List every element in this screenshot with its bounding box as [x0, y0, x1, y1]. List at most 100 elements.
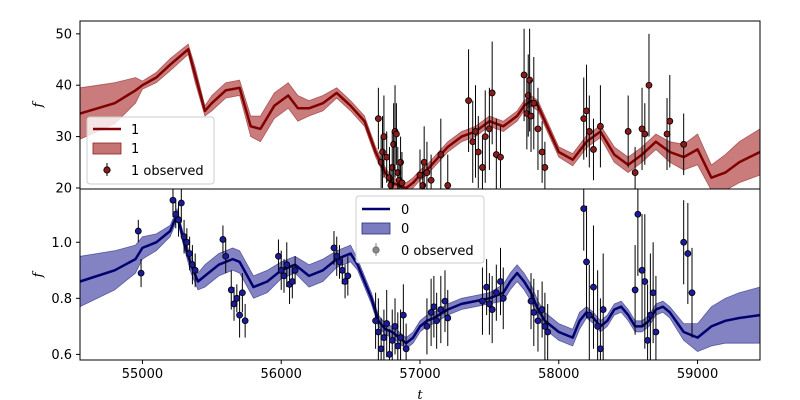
observed-point-top-13: [397, 158, 404, 166]
observed-point-top-41: [580, 115, 588, 123]
observed-point-bot-16: [236, 311, 243, 319]
observed-point-bot-5: [177, 199, 185, 207]
observed-point-bot-32: [372, 317, 379, 325]
observed-point-top-17: [420, 158, 428, 166]
observed-point-bot-50: [444, 314, 452, 322]
observed-point-bot-30: [341, 278, 349, 285]
observed-point-bot-73: [638, 266, 646, 274]
y-tick-label-top-1: 30: [55, 130, 72, 145]
observed-point-bot-19: [275, 252, 282, 260]
observed-point-bot-47: [433, 317, 441, 325]
observed-point-bot-49: [441, 297, 449, 305]
observed-point-bot-60: [534, 317, 542, 325]
observed-point-top-49: [641, 130, 649, 138]
observed-point-bot-17: [238, 289, 246, 297]
observed-point-bot-34: [377, 345, 385, 353]
observed-point-bot-28: [336, 258, 343, 266]
observed-point-top-43: [585, 128, 593, 135]
observed-point-bot-13: [227, 286, 235, 294]
observed-point-bot-33: [374, 328, 382, 336]
x-tick-label-1: 56000: [261, 367, 302, 382]
observed-point-bot-25: [291, 266, 299, 274]
observed-point-bot-39: [391, 322, 399, 330]
observed-point-top-42: [583, 107, 590, 115]
observed-point-bot-56: [497, 278, 504, 285]
observed-point-bot-22: [283, 261, 291, 269]
observed-point-bot-54: [488, 306, 496, 313]
observed-point-bot-29: [338, 266, 346, 274]
observed-point-top-51: [663, 130, 671, 138]
y-axis-label-top: f: [31, 100, 46, 108]
x-axis-label: t: [417, 388, 423, 400]
observed-point-top-6: [387, 182, 395, 189]
observed-point-bot-11: [219, 236, 227, 243]
observed-point-bot-2: [169, 196, 177, 204]
observed-point-bot-44: [423, 322, 431, 330]
observed-point-bot-77: [649, 289, 657, 297]
observed-point-bot-36: [383, 320, 391, 327]
observed-point-bot-52: [483, 283, 491, 291]
panel-bottom: 0.60.81.0 55000 56000 57000 58000 59000 f t …: [31, 188, 761, 400]
observed-point-top-24: [472, 128, 479, 135]
observed-point-top-25: [474, 148, 482, 156]
observed-point-top-11: [394, 169, 402, 176]
observed-point-bot-24: [288, 278, 296, 285]
x-tick-label-4: 59000: [677, 367, 718, 382]
observed-point-bot-64: [580, 205, 588, 213]
observed-point-bot-71: [631, 286, 639, 294]
series-0-observed-points: [134, 189, 696, 360]
observed-point-top-23: [469, 138, 477, 146]
observed-point-top-39: [538, 148, 546, 156]
observed-point-bot-62: [541, 322, 549, 330]
observed-point-top-37: [530, 99, 538, 107]
observed-point-bot-46: [430, 303, 438, 311]
observed-point-bot-27: [333, 252, 341, 260]
observed-point-bot-12: [222, 252, 230, 260]
y-tick-label-top-0: 20: [55, 181, 72, 196]
legend-bottom-frame: [355, 195, 485, 264]
legend-bottom-band-swatch: [361, 222, 391, 235]
observed-point-top-45: [597, 122, 604, 130]
observed-point-bot-76: [646, 311, 654, 319]
observed-point-top-2: [379, 148, 386, 156]
observed-point-top-47: [631, 169, 639, 176]
legend-bottom-line-label: 0: [401, 203, 409, 218]
observed-point-bot-21: [280, 272, 288, 280]
observed-point-bot-66: [585, 311, 593, 319]
observed-point-top-38: [534, 125, 542, 133]
series-1-band: [80, 43, 760, 189]
observed-point-top-29: [488, 89, 496, 97]
observed-point-bot-4: [175, 216, 182, 224]
legend-bottom-points-swatch: [372, 246, 380, 254]
observed-point-bot-68: [594, 322, 602, 330]
legend-top: 1 1 1 observed: [86, 116, 215, 185]
observed-point-top-0: [374, 115, 382, 123]
observed-point-bot-63: [544, 328, 552, 336]
plot-frame-bottom: [79, 188, 761, 361]
y-tick-label-bot-2: 1.0: [51, 236, 72, 251]
observed-point-bot-0: [134, 227, 142, 235]
observed-point-top-53: [680, 140, 688, 148]
observed-point-bot-7: [183, 238, 191, 246]
observed-point-bot-51: [479, 297, 486, 305]
x-tick-label-2: 57000: [399, 367, 440, 382]
observed-point-bot-43: [402, 345, 410, 353]
x-tick-label-0: 55000: [122, 367, 163, 382]
y-tick-label-bot-0: 0.6: [51, 348, 72, 363]
observed-point-bot-57: [499, 294, 507, 302]
observed-point-bot-45: [427, 308, 435, 316]
observed-point-top-44: [590, 146, 597, 153]
observed-point-bot-38: [388, 336, 396, 344]
observed-point-bot-14: [230, 300, 238, 308]
observed-point-bot-79: [680, 238, 688, 246]
observed-point-bot-20: [277, 266, 285, 274]
observed-point-top-21: [444, 182, 452, 189]
observed-point-bot-31: [344, 272, 352, 280]
y-tick-label-bot-1: 0.8: [51, 292, 72, 307]
observed-point-top-16: [419, 182, 427, 189]
legend-top-line-label: 1: [131, 123, 139, 138]
observed-point-bot-74: [641, 278, 649, 285]
observed-point-bot-78: [652, 328, 660, 336]
observed-point-bot-35: [380, 334, 388, 341]
